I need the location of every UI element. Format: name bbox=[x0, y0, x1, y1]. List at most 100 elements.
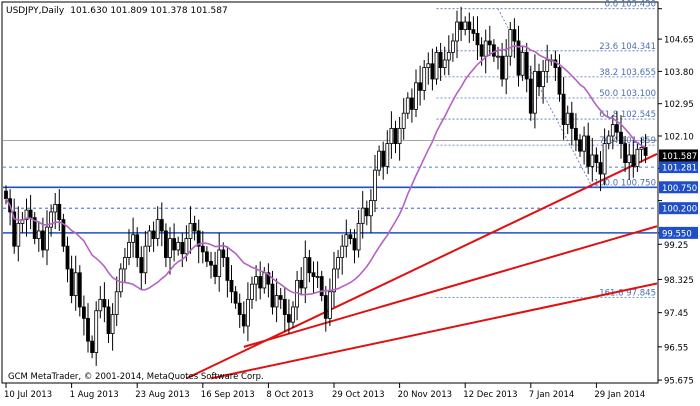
candle-body bbox=[565, 112, 570, 125]
level-label: 101.281 bbox=[662, 164, 697, 174]
candle-body bbox=[418, 82, 423, 91]
candle-body bbox=[69, 268, 74, 296]
moving-average bbox=[5, 44, 646, 296]
trendline bbox=[210, 282, 658, 380]
x-tick-label: 20 Nov 2013 bbox=[398, 390, 452, 400]
level-label: 100.750 bbox=[662, 184, 697, 194]
candle-body bbox=[36, 230, 41, 239]
candle-body bbox=[455, 21, 459, 42]
candle-body bbox=[471, 29, 476, 34]
candle-body bbox=[491, 44, 496, 57]
candle-body bbox=[606, 135, 611, 144]
trendlines[interactable] bbox=[185, 153, 658, 380]
fibo-level-label: 50.0 103.100 bbox=[599, 89, 656, 99]
candle-body bbox=[135, 234, 140, 258]
candle-body bbox=[479, 44, 484, 57]
candle-body bbox=[245, 298, 250, 327]
candle-body bbox=[172, 238, 177, 251]
level-label-bg bbox=[659, 161, 698, 174]
candle-body bbox=[344, 234, 349, 247]
candle-body bbox=[151, 230, 156, 239]
y-tick-label: 98.325 bbox=[664, 276, 694, 286]
x-tick-label: 1 Aug 2013 bbox=[70, 390, 119, 400]
price-axis: 104.65 103.80 102.95 102.10 99.25 98.325 97.45… bbox=[658, 8, 694, 387]
candle-body bbox=[90, 340, 94, 353]
candle-body bbox=[127, 241, 131, 258]
candle-body bbox=[426, 63, 431, 68]
level-label: 99.550 bbox=[662, 229, 692, 239]
candle-body bbox=[401, 112, 406, 129]
candle-body bbox=[143, 245, 148, 274]
candle-body bbox=[364, 207, 369, 217]
candle-body bbox=[225, 257, 230, 281]
x-tick-label: 29 Jan 2014 bbox=[594, 390, 645, 400]
candle-body bbox=[643, 146, 648, 156]
candle-body bbox=[233, 291, 238, 304]
candle-body bbox=[131, 234, 136, 243]
candle-body bbox=[307, 257, 312, 274]
candle-body bbox=[147, 230, 152, 247]
candle-body bbox=[594, 154, 599, 163]
candle-body bbox=[114, 291, 119, 315]
fibo-level-label: 0.0 105.450 bbox=[605, 0, 656, 10]
candle-body bbox=[28, 209, 33, 219]
fibonacci-retracement[interactable]: 0.0 105.450 23.6 104.341 38.2 103.655 50.0 … bbox=[436, 0, 657, 299]
fibo-level-label: 161.8 97.845 bbox=[599, 289, 656, 299]
candle-body bbox=[24, 209, 29, 220]
candle-body bbox=[438, 51, 443, 68]
fibo-level-label: 76.4 101.859 bbox=[599, 136, 656, 146]
candle-body bbox=[65, 245, 70, 270]
candle-body bbox=[86, 317, 90, 342]
candle-body bbox=[323, 295, 328, 319]
candle-body bbox=[327, 291, 332, 319]
y-tick-label: 97.45 bbox=[664, 309, 688, 319]
candle-body bbox=[545, 59, 550, 72]
x-tick-label: 10 Jul 2013 bbox=[4, 390, 52, 400]
candle-body bbox=[77, 272, 82, 308]
candle-body bbox=[504, 55, 509, 80]
candle-body bbox=[586, 135, 591, 167]
candle-body bbox=[270, 283, 275, 308]
candlesticks bbox=[4, 6, 648, 366]
candle-body bbox=[241, 314, 246, 327]
candle-body bbox=[569, 112, 574, 129]
ohlc-readout: 101.630 101.809 101.378 101.587 bbox=[70, 6, 227, 16]
candle-body bbox=[204, 251, 209, 262]
candle-body bbox=[221, 249, 226, 258]
candle-body bbox=[508, 29, 513, 57]
level-label-bg bbox=[659, 226, 698, 239]
candle-body bbox=[487, 40, 492, 46]
candle-body bbox=[282, 298, 287, 315]
candle-body bbox=[340, 245, 345, 258]
chart-header: USDJPY,Daily 101.630 101.809 101.378 101.… bbox=[6, 6, 228, 16]
candle-body bbox=[217, 249, 222, 277]
x-tick-label: 12 Dec 2013 bbox=[463, 390, 517, 400]
candle-body bbox=[102, 298, 107, 308]
y-tick-label: 103.80 bbox=[664, 68, 694, 78]
candle-body bbox=[163, 230, 168, 258]
candle-body bbox=[266, 272, 271, 285]
y-tick-label: 99.25 bbox=[664, 241, 688, 251]
candle-body bbox=[311, 272, 316, 277]
candle-body bbox=[446, 51, 451, 61]
y-tick-label: 102.10 bbox=[664, 132, 694, 142]
candle-body bbox=[356, 222, 361, 251]
candle-body bbox=[483, 40, 488, 57]
candle-body bbox=[299, 279, 304, 289]
candle-body bbox=[602, 143, 607, 175]
candle-body bbox=[184, 238, 189, 255]
candle-body bbox=[94, 310, 99, 353]
candle-body bbox=[332, 268, 336, 293]
candle-body bbox=[155, 219, 160, 239]
candle-body bbox=[176, 241, 181, 251]
candle-body bbox=[582, 135, 586, 152]
candle-body bbox=[192, 222, 197, 232]
candle-body bbox=[442, 59, 447, 68]
moving-average-line bbox=[5, 44, 646, 296]
candle-body bbox=[278, 295, 283, 300]
candle-body bbox=[213, 264, 218, 277]
candle-body bbox=[377, 150, 382, 171]
x-tick-label: 16 Sep 2013 bbox=[201, 390, 255, 400]
